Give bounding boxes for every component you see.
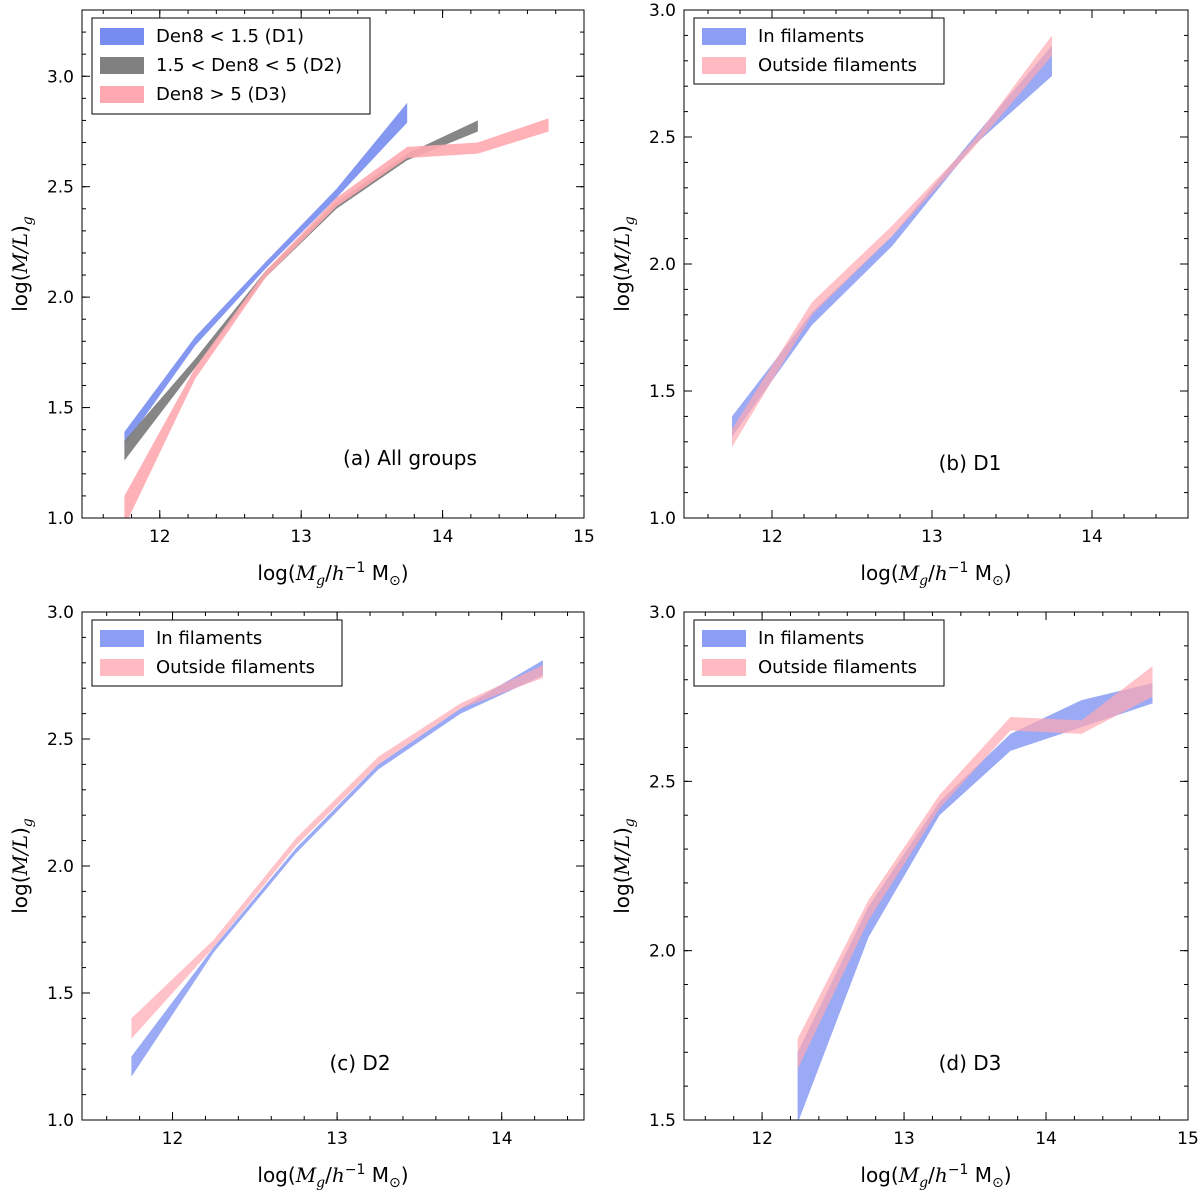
y-tick-label: 2.5 (47, 730, 74, 750)
x-tick-label: 14 (1081, 527, 1103, 547)
legend: In filaments Outside filaments (91, 619, 343, 687)
y-axis-title: log(M/L)g (610, 818, 638, 914)
panel-d: 12 13 14 15 1.5 2.0 2.5 3.0 log(Mg/h−1 M⊙) log(M/… (610, 603, 1199, 1191)
x-tick-label: 15 (1177, 1129, 1199, 1149)
panel-annotation: (b) D1 (939, 451, 1002, 475)
legend-label: Den8 < 1.5 (D1) (156, 26, 304, 47)
y-tick-label: 3.0 (649, 1, 676, 21)
legend-label: Outside filaments (758, 55, 917, 76)
y-axis-title: log(M/L)g (8, 216, 36, 312)
y-tick-label: 1.0 (47, 509, 74, 529)
x-tick-label: 14 (1035, 1129, 1057, 1149)
legend-swatch (702, 57, 746, 74)
y-tick-label: 2.5 (649, 772, 676, 792)
axes-frame (81, 9, 585, 519)
legend: In filaments Outside filaments (693, 619, 945, 687)
legend-swatch (702, 630, 746, 647)
y-tick-label: 1.5 (47, 399, 74, 419)
series-band-3 (124, 118, 549, 518)
x-axis-title: log(Mg/h−1 M⊙) (257, 560, 408, 589)
x-tick-label: 15 (573, 527, 595, 547)
y-tick-label: 3.0 (47, 67, 74, 87)
panel-annotation: (d) D3 (939, 1051, 1002, 1075)
y-tick-label: 1.5 (649, 382, 676, 402)
axes-frame (683, 9, 1189, 519)
legend-label: 1.5 < Den8 < 5 (D2) (156, 55, 342, 76)
y-tick-label: 2.0 (649, 255, 676, 275)
series-band-1 (797, 683, 1153, 1120)
legend-label: Outside filaments (156, 657, 315, 678)
panel-c: 12 13 14 1.0 1.5 2.0 2.5 3.0 log(Mg/h−1 M⊙) log(M… (8, 603, 585, 1191)
x-axis-title: log(Mg/h−1 M⊙) (860, 560, 1011, 589)
legend-label: Den8 > 5 (D3) (156, 84, 287, 105)
plot-area (732, 35, 1052, 447)
legend: Den8 < 1.5 (D1) 1.5 < Den8 < 5 (D2) Den8 >… (91, 17, 371, 115)
x-tick-label: 13 (290, 527, 312, 547)
y-tick-label: 1.0 (47, 1111, 74, 1131)
x-tick-label: 12 (751, 1129, 773, 1149)
legend-label: In filaments (156, 628, 262, 649)
x-tick-label: 12 (162, 1129, 184, 1149)
y-tick-label: 2.0 (649, 942, 676, 962)
x-tick-label: 14 (491, 1129, 513, 1149)
y-axis-title: log(M/L)g (8, 818, 36, 914)
minor-ticks (684, 611, 1189, 1121)
legend-label: In filaments (758, 628, 864, 649)
x-tick-label: 13 (893, 1129, 915, 1149)
x-axis-title: log(Mg/h−1 M⊙) (860, 1162, 1011, 1191)
series-band-2 (797, 666, 1153, 1070)
legend-swatch (100, 86, 144, 103)
x-tick-label: 13 (326, 1129, 348, 1149)
plot-area (124, 102, 549, 518)
x-tick-label: 14 (432, 527, 454, 547)
y-tick-label: 1.5 (649, 1111, 676, 1131)
legend-swatch (100, 630, 144, 647)
minor-ticks (684, 9, 1189, 519)
panel-annotation: (a) All groups (343, 446, 477, 470)
panel-annotation: (c) D2 (329, 1051, 390, 1075)
legend-label: Outside filaments (758, 657, 917, 678)
legend-swatch (100, 659, 144, 676)
x-tick-label: 13 (921, 527, 943, 547)
y-tick-label: 2.0 (47, 857, 74, 877)
y-axis-title: log(M/L)g (610, 216, 638, 312)
y-tick-label: 3.0 (47, 603, 74, 623)
legend: In filaments Outside filaments (693, 17, 945, 85)
y-tick-label: 3.0 (649, 603, 676, 623)
y-tick-label: 2.0 (47, 288, 74, 308)
axes-frame (683, 611, 1189, 1121)
legend-label: In filaments (758, 26, 864, 47)
panel-b: 12 13 14 1.0 1.5 2.0 2.5 3.0 log(Mg/h−1 M⊙) log(M… (610, 1, 1189, 589)
legend-swatch (702, 28, 746, 45)
legend-swatch (702, 659, 746, 676)
x-tick-label: 12 (149, 527, 171, 547)
legend-swatch (100, 57, 144, 74)
y-tick-label: 1.5 (47, 984, 74, 1004)
panel-a: 12 13 14 15 1.0 1.5 2.0 2.5 3.0 log(Mg/h−1 M⊙) log… (8, 9, 595, 589)
y-tick-label: 1.0 (649, 509, 676, 529)
x-axis-title: log(Mg/h−1 M⊙) (257, 1162, 408, 1191)
plot-area (797, 666, 1153, 1120)
series-band-1 (131, 660, 543, 1077)
legend-swatch (100, 28, 144, 45)
y-tick-label: 2.5 (47, 178, 74, 198)
x-tick-label: 12 (761, 527, 783, 547)
y-tick-label: 2.5 (649, 128, 676, 148)
plot-area (131, 660, 543, 1077)
